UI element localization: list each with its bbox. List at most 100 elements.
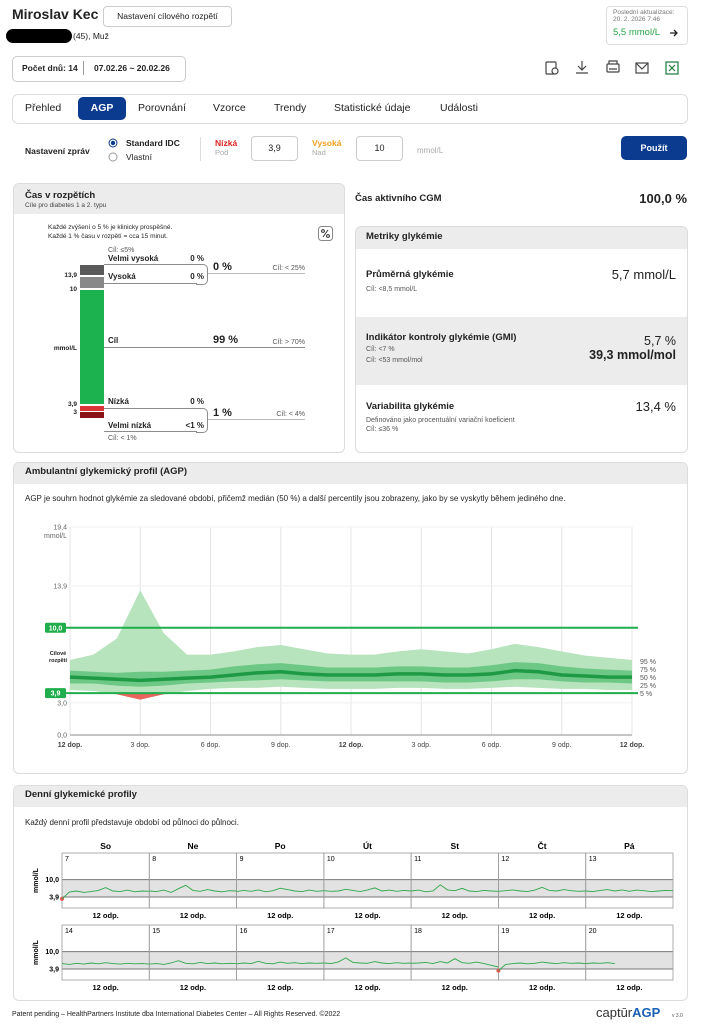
apply-button[interactable]: Použít bbox=[621, 136, 687, 160]
card-subtitle: Cíle pro diabetes 1 a 2. typu bbox=[25, 202, 107, 209]
date-box bbox=[12, 56, 186, 82]
tab[interactable]: Statistické údaje bbox=[334, 102, 411, 114]
bracket bbox=[196, 264, 208, 285]
percent-toggle[interactable] bbox=[318, 226, 333, 241]
high-sub: Nad bbox=[312, 148, 326, 157]
leader-line bbox=[104, 264, 197, 265]
metric-label: Průměrná glykémie bbox=[366, 269, 454, 280]
logo: captūrAGP bbox=[596, 1006, 660, 1019]
goal: Cíl: < 25% bbox=[272, 265, 306, 272]
note: Každé zvýšení o 5 % je klinicky prospěšn… bbox=[48, 224, 173, 231]
card-title: Metriky glykémie bbox=[366, 231, 443, 242]
scale-label: 13,9 bbox=[64, 272, 77, 279]
metric-value: 39,3 mmol/mol bbox=[589, 348, 676, 362]
card-header bbox=[14, 184, 344, 214]
leader-line bbox=[104, 283, 197, 284]
scale-label: 3,9 bbox=[67, 401, 77, 408]
agp-card bbox=[13, 462, 688, 774]
card-title: Denní glykemické profily bbox=[25, 789, 137, 800]
range-label: Velmi vysoká bbox=[108, 254, 159, 263]
radio-label[interactable]: Standard IDC bbox=[126, 138, 180, 148]
very-high-segment bbox=[80, 265, 104, 275]
scale-label: 3 bbox=[73, 409, 77, 416]
metrics-card bbox=[355, 226, 688, 453]
goal: Cíl: < 4% bbox=[276, 411, 305, 418]
low-segment bbox=[80, 406, 104, 411]
range-total: 99 % bbox=[213, 334, 239, 346]
card-header bbox=[14, 786, 687, 807]
arrow-icon bbox=[670, 29, 678, 37]
goal: Cíl: < 1% bbox=[108, 435, 137, 442]
card-title: Ambulantní glykemický profil (AGP) bbox=[25, 466, 188, 477]
leader-line bbox=[208, 419, 305, 420]
last-update-label: Poslední aktualizace: bbox=[613, 9, 675, 16]
date-range: 07.02.26 ~ 20.02.26 bbox=[94, 63, 170, 73]
last-update-box[interactable] bbox=[606, 6, 688, 45]
metric-goal: Cíl: <53 mmol/mol bbox=[366, 357, 423, 364]
metric-value: 5,7 % bbox=[644, 334, 676, 348]
last-glucose: 5,5 mmol/L bbox=[613, 27, 660, 38]
high-segment bbox=[80, 277, 104, 288]
logo-text: AGP bbox=[632, 1005, 661, 1020]
leader-line bbox=[104, 347, 305, 348]
leader-line bbox=[208, 273, 305, 274]
radio-buttons[interactable] bbox=[108, 138, 118, 162]
row-band bbox=[356, 317, 687, 385]
high-input[interactable]: 10 bbox=[356, 136, 403, 161]
low-input[interactable]: 3,9 bbox=[251, 136, 298, 161]
target-range-label: Cílové rozpětí bbox=[48, 651, 68, 664]
settings-label: Nastavení zpráv bbox=[25, 146, 90, 156]
leader-line bbox=[104, 408, 197, 409]
goal: Cíl: ≤5% bbox=[108, 247, 135, 254]
patient-name: Miroslav Kec bbox=[12, 6, 99, 22]
logo-text: captūr bbox=[596, 1005, 633, 1020]
tab-bar bbox=[12, 94, 688, 124]
leader-line bbox=[104, 431, 197, 432]
toolbar-icons[interactable] bbox=[540, 58, 685, 78]
card-header bbox=[14, 463, 687, 484]
unit: mmol/L bbox=[417, 146, 444, 155]
last-update-time: 20. 2. 2026 7:46 bbox=[613, 16, 660, 23]
version: v 3.0 bbox=[672, 1013, 683, 1019]
tab[interactable]: Porovnání bbox=[138, 102, 186, 114]
card-header bbox=[356, 227, 687, 249]
metric-goal: Cíl: <7 % bbox=[366, 346, 395, 353]
tab[interactable]: AGP bbox=[78, 97, 126, 120]
scale-label: mmol/L bbox=[53, 345, 77, 352]
metric-label: Indikátor kontroly glykémie (GMI) bbox=[366, 332, 517, 343]
divider bbox=[200, 137, 201, 161]
note: Každé 1 % času v rozpětí = cca 15 minut. bbox=[48, 233, 168, 240]
divider bbox=[83, 61, 84, 75]
range-value: 0 % bbox=[190, 272, 204, 281]
footer-text: Patent pending – HealthPartners Institut… bbox=[12, 1011, 341, 1018]
range-label: Nízká bbox=[108, 397, 129, 406]
days-count: Počet dnů: 14 bbox=[22, 63, 78, 73]
range-value: 0 % bbox=[190, 254, 204, 263]
metric-value: 13,4 % bbox=[635, 399, 676, 414]
cgm-label: Čas aktivního CGM bbox=[355, 193, 442, 204]
low-label: Nízká bbox=[215, 138, 238, 148]
range-total: 0 % bbox=[213, 261, 232, 273]
card-description: AGP je souhrn hodnot glykémie za sledova… bbox=[25, 494, 566, 503]
tab[interactable]: Události bbox=[440, 102, 478, 114]
bracket bbox=[196, 408, 208, 433]
range-label: Velmi nízká bbox=[108, 421, 152, 430]
card-title: Čas v rozpětích bbox=[25, 190, 96, 201]
range-total: 1 % bbox=[213, 407, 232, 419]
tab[interactable]: Vzorce bbox=[213, 102, 246, 114]
metric-value: 5,7 mmol/L bbox=[611, 267, 676, 282]
card-description: Každý denní profil představuje období od… bbox=[25, 818, 239, 827]
target-segment bbox=[80, 290, 104, 404]
goal: Cíl: > 70% bbox=[272, 339, 306, 346]
radio-label[interactable]: Vlastní bbox=[126, 152, 152, 162]
patient-info: (45), Muž bbox=[73, 31, 109, 41]
redaction bbox=[6, 29, 72, 43]
metric-description: Definováno jako procentuální variační ko… bbox=[366, 417, 515, 424]
scale-label: 10 bbox=[69, 286, 77, 293]
target-range-button[interactable]: Nastavení cílového rozpětí bbox=[103, 6, 232, 27]
metric-goal: Cíl: ≤36 % bbox=[366, 426, 399, 433]
tab[interactable]: Trendy bbox=[274, 102, 307, 114]
cgm-value: 100,0 % bbox=[639, 191, 687, 206]
tab[interactable]: Přehled bbox=[25, 102, 62, 114]
